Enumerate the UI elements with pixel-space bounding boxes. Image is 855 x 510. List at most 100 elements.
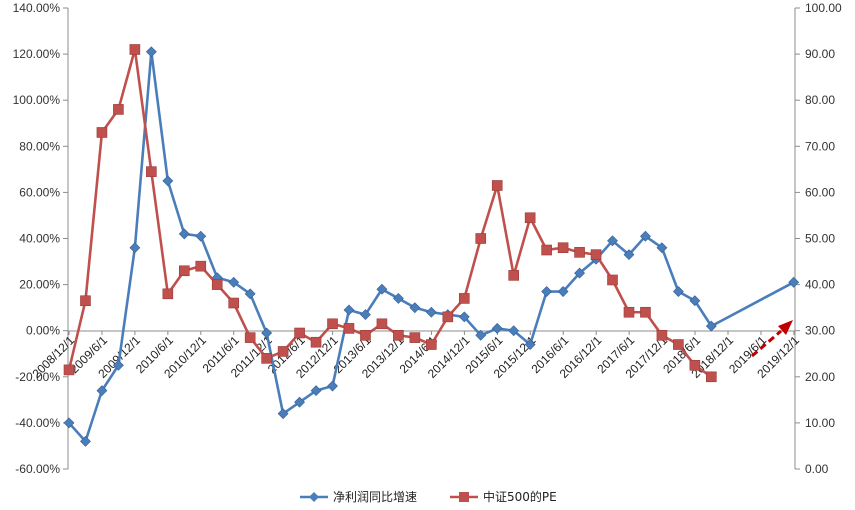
series-2-point — [211, 279, 223, 290]
right-tick-label: 60.00 — [805, 185, 835, 199]
trend-arrow-shaft — [751, 329, 782, 358]
series-2-point — [80, 295, 91, 307]
series-1-point — [178, 228, 190, 240]
series-1-point — [557, 286, 569, 297]
series-2-point — [640, 306, 651, 318]
series-2-point — [294, 327, 305, 339]
series-2-point — [195, 260, 207, 272]
right-tick-label: 70.00 — [805, 139, 835, 153]
trend-arrow — [751, 320, 793, 358]
series-2-point — [178, 265, 190, 277]
series-1-point — [788, 276, 800, 288]
series-2-point — [409, 332, 421, 343]
series-1-point — [376, 283, 388, 295]
series-1-point — [491, 322, 503, 334]
series-1-point — [327, 380, 338, 392]
series-2-point — [475, 233, 487, 244]
series-2-point — [393, 330, 404, 341]
legend-series-2-label: 中证500的PE — [483, 489, 557, 504]
series-2-point — [96, 127, 108, 138]
series-2-point — [541, 244, 552, 256]
series-2-point — [343, 323, 355, 334]
series-2-point — [63, 364, 75, 376]
annotation-layer — [751, 320, 793, 358]
series-2-point — [310, 336, 322, 348]
series-2-point — [376, 318, 388, 330]
series-2-point — [623, 306, 635, 318]
series-2-point — [524, 212, 536, 224]
series-2-point — [426, 339, 437, 350]
series-2-point — [557, 242, 569, 254]
series-1-point — [689, 295, 701, 307]
series-1-point — [244, 288, 256, 300]
series-1-point — [607, 235, 618, 247]
series-2-point — [607, 274, 618, 286]
legend-series-1-marker — [309, 492, 319, 502]
series-1 — [63, 46, 800, 447]
right-tick-label: 40.00 — [805, 278, 835, 292]
series-1-point — [80, 435, 91, 447]
right-tick-label: 30.00 — [805, 324, 835, 338]
series-2-point — [228, 297, 239, 309]
series-2-point — [706, 371, 717, 383]
series-1-point — [656, 242, 668, 254]
right-tick-label: 100.00 — [805, 1, 842, 15]
series-1-point — [343, 304, 355, 316]
series-1-point — [228, 276, 240, 288]
series-1-point — [409, 302, 421, 314]
series-1-point — [475, 329, 487, 341]
series-1-point — [63, 417, 75, 429]
series-1-point — [541, 286, 553, 297]
left-tick-label: 20.00% — [19, 278, 60, 292]
trend-arrow-head — [778, 320, 793, 335]
right-tick-label: 10.00 — [805, 416, 835, 430]
right-tick-label: 80.00 — [805, 93, 835, 107]
series-1-point — [458, 311, 470, 323]
right-tick-label: 20.00 — [805, 370, 835, 384]
series-2-point — [244, 332, 256, 343]
series-2-point — [327, 318, 338, 330]
series-2-point — [129, 44, 141, 55]
series-1-point — [508, 325, 520, 337]
axes-group: -60.00% -40.00% -20.00% 0.00% 20.00% 40.00% 60… — [13, 1, 842, 476]
series-1-point — [360, 309, 371, 320]
series-1-point — [425, 306, 437, 318]
series-2-point — [656, 330, 668, 341]
left-tick-label: -40.00% — [15, 416, 60, 430]
series-2-point — [574, 247, 585, 258]
series-1-point — [129, 242, 141, 254]
series-2-point — [458, 293, 470, 304]
series-2-point — [360, 330, 371, 341]
left-tick-label: 140.00% — [13, 1, 61, 15]
series-2-point — [508, 270, 519, 281]
left-tick-label: 120.00% — [13, 47, 61, 61]
left-tick-label: 60.00% — [19, 185, 60, 199]
left-tick-label: -60.00% — [15, 462, 60, 476]
right-tick-label: 90.00 — [805, 47, 835, 61]
right-tick-label: 0.00 — [805, 462, 829, 476]
series-2-point — [590, 249, 602, 260]
legend: 净利润同比增速 中证500的PE — [300, 489, 557, 504]
series-1-point — [112, 359, 124, 371]
legend-series-2-marker — [459, 492, 469, 502]
series-1-point — [162, 175, 174, 187]
series-2-point — [261, 353, 272, 364]
left-tick-label: 80.00% — [19, 139, 60, 153]
series-1-point — [277, 408, 289, 420]
series-1-point — [96, 385, 108, 397]
right-tick-label: 50.00 — [805, 232, 835, 246]
left-tick-label: 100.00% — [13, 93, 61, 107]
left-tick-label: 40.00% — [19, 232, 60, 246]
series-2-point — [146, 166, 157, 177]
series-1-point — [294, 396, 306, 408]
series-2-point — [689, 359, 701, 371]
left-tick-label: 0.00% — [26, 324, 60, 338]
legend-series-1-label: 净利润同比增速 — [333, 490, 417, 504]
series-1-point — [705, 320, 717, 332]
series-1-point — [392, 293, 404, 304]
series-1-line — [68, 50, 795, 443]
series-1-point — [145, 46, 157, 58]
series-2-point — [113, 104, 124, 115]
